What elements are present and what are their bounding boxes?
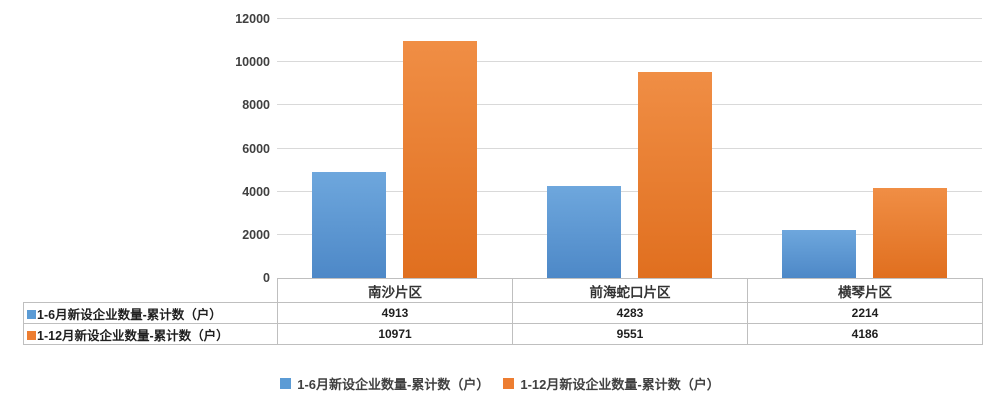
y-tick-label-4000: 4000: [242, 184, 270, 199]
data-table: 南沙片区 前海蛇口片区 横琴片区 1-6月新设企业数量-累计数（户） 4913 …: [23, 278, 983, 345]
series2-legend-swatch-icon: [503, 377, 515, 389]
legend: 1-6月新设企业数量-累计数（户） 1-12月新设企业数量-累计数（户）: [0, 374, 1000, 392]
legend-label-series1: 1-6月新设企业数量-累计数（户）: [297, 376, 490, 392]
gridline-2000: [277, 233, 982, 235]
legend-item-series1: 1-6月新设企业数量-累计数（户）: [280, 374, 489, 393]
legend-item-series2: 1-12月新设企业数量-累计数（户）: [503, 374, 720, 393]
series1-label: 1-6月新设企业数量-累计数（户）: [37, 307, 222, 322]
y-tick-label-10000: 10000: [235, 55, 270, 70]
value-series2-qianhai-shekou: 9551: [512, 323, 748, 345]
y-tick-label-6000: 6000: [242, 141, 270, 156]
bar-series2-cat3: [873, 187, 947, 278]
category-header-nansha: 南沙片区: [277, 278, 513, 303]
value-series1-qianhai-shekou: 4283: [512, 302, 748, 324]
y-tick-label-2000: 2000: [242, 227, 270, 242]
value-series1-hengqin: 2214: [747, 302, 983, 324]
y-tick-label-0: 0: [263, 271, 270, 285]
series2-label-cell: 1-12月新设企业数量-累计数（户）: [23, 323, 278, 345]
y-tick-label-8000: 8000: [242, 98, 270, 113]
y-tick-label-12000: 12000: [235, 12, 270, 26]
bar-series2-cat1: [403, 41, 477, 278]
gridline-10000: [277, 61, 982, 63]
bar-series1-cat3: [782, 230, 856, 278]
gridline-6000: [277, 147, 982, 149]
category-header-qianhai-shekou: 前海蛇口片区: [512, 278, 748, 303]
value-series2-nansha: 10971: [277, 323, 513, 345]
table-row-series2: 1-12月新设企业数量-累计数（户） 10971 9551 4186: [23, 323, 983, 345]
gridline-8000: [277, 104, 982, 106]
series1-label-cell: 1-6月新设企业数量-累计数（户）: [23, 302, 278, 324]
bar-series2-cat2: [638, 71, 712, 278]
series2-label: 1-12月新设企业数量-累计数（户）: [37, 328, 229, 343]
table-header-row: 南沙片区 前海蛇口片区 横琴片区: [24, 278, 983, 303]
series1-swatch-icon: [27, 309, 36, 319]
table-corner-cell: [24, 279, 278, 303]
category-header-hengqin: 横琴片区: [747, 278, 983, 303]
plot-area: [277, 18, 982, 278]
gridline-4000: [277, 190, 982, 192]
legend-label-series2: 1-12月新设企业数量-累计数（户）: [520, 376, 720, 392]
series1-legend-swatch-icon: [280, 377, 292, 389]
series2-swatch-icon: [27, 330, 36, 340]
bar-series1-cat2: [547, 185, 621, 278]
value-series2-hengqin: 4186: [747, 323, 983, 345]
bar-series1-cat1: [312, 172, 386, 278]
gridline-12000: [277, 18, 982, 19]
table-row-series1: 1-6月新设企业数量-累计数（户） 4913 4283 2214: [23, 302, 983, 324]
value-series1-nansha: 4913: [277, 302, 513, 324]
